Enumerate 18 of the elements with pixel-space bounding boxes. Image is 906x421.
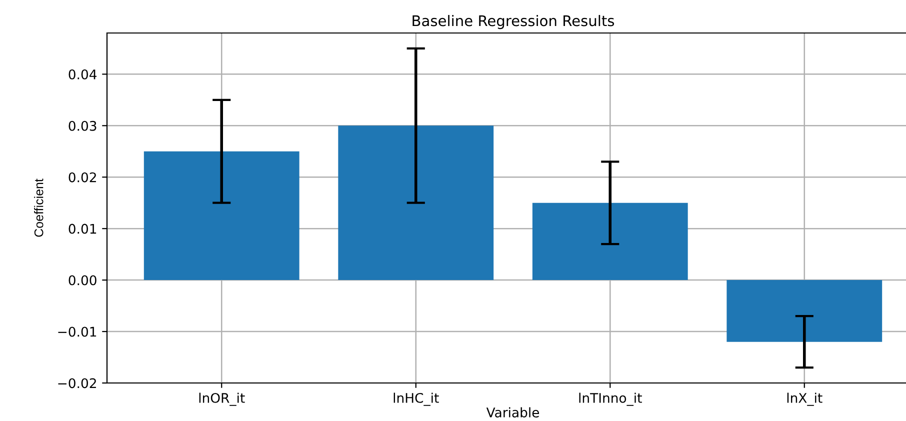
y-tick-label: 0.01: [68, 224, 96, 234]
x-tick-label: lnTInno_it: [579, 392, 642, 406]
bar: [144, 151, 300, 280]
x-tick-label: lnOR_it: [199, 392, 245, 406]
y-axis-title: Coefficient: [34, 178, 44, 237]
bar: [338, 126, 494, 280]
y-tick-label: −0.02: [58, 378, 96, 388]
bar: [532, 202, 688, 280]
chart-title: Baseline Regression Results: [412, 14, 614, 30]
y-tick-label: 0.02: [68, 172, 96, 182]
x-tick-label: lnX_it: [787, 392, 822, 406]
y-tick-label: −0.01: [58, 326, 96, 337]
y-tick-label: 0.00: [68, 275, 96, 286]
x-axis-title: Variable: [486, 407, 540, 418]
y-tick-label: 0.03: [68, 120, 96, 131]
x-tick-label: lnHC_it: [394, 392, 439, 406]
bar: [726, 280, 882, 342]
y-tick-label: 0.04: [68, 69, 97, 80]
